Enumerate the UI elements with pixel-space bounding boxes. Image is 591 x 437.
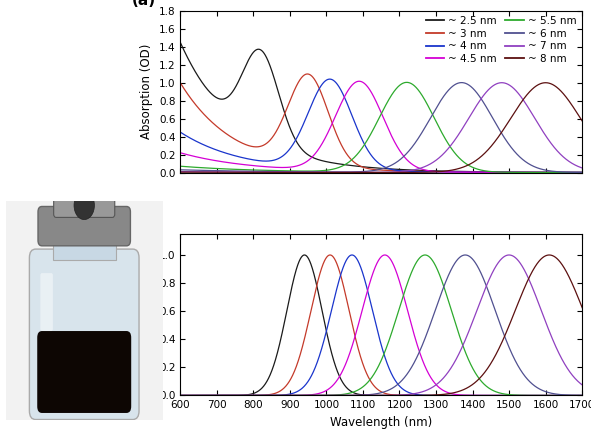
Circle shape [74,191,95,219]
Legend: ~ 2.5 nm, ~ 3 nm, ~ 4 nm, ~ 4.5 nm, ~ 5.5 nm, ~ 6 nm, ~ 7 nm, ~ 8 nm: ~ 2.5 nm, ~ 3 nm, ~ 4 nm, ~ 4.5 nm, ~ 5.… [421,12,581,68]
FancyBboxPatch shape [54,198,115,217]
Y-axis label: Absorption (OD): Absorption (OD) [140,44,153,139]
Text: (a): (a) [132,0,156,8]
Y-axis label: PL Intensity (a.u.): PL Intensity (a.u.) [140,263,153,367]
FancyBboxPatch shape [38,207,131,246]
Bar [53,238,116,260]
FancyBboxPatch shape [40,273,53,331]
X-axis label: Wavelength (nm): Wavelength (nm) [330,416,433,429]
Text: (b): (b) [132,216,157,231]
FancyBboxPatch shape [37,331,131,413]
FancyBboxPatch shape [30,249,139,420]
